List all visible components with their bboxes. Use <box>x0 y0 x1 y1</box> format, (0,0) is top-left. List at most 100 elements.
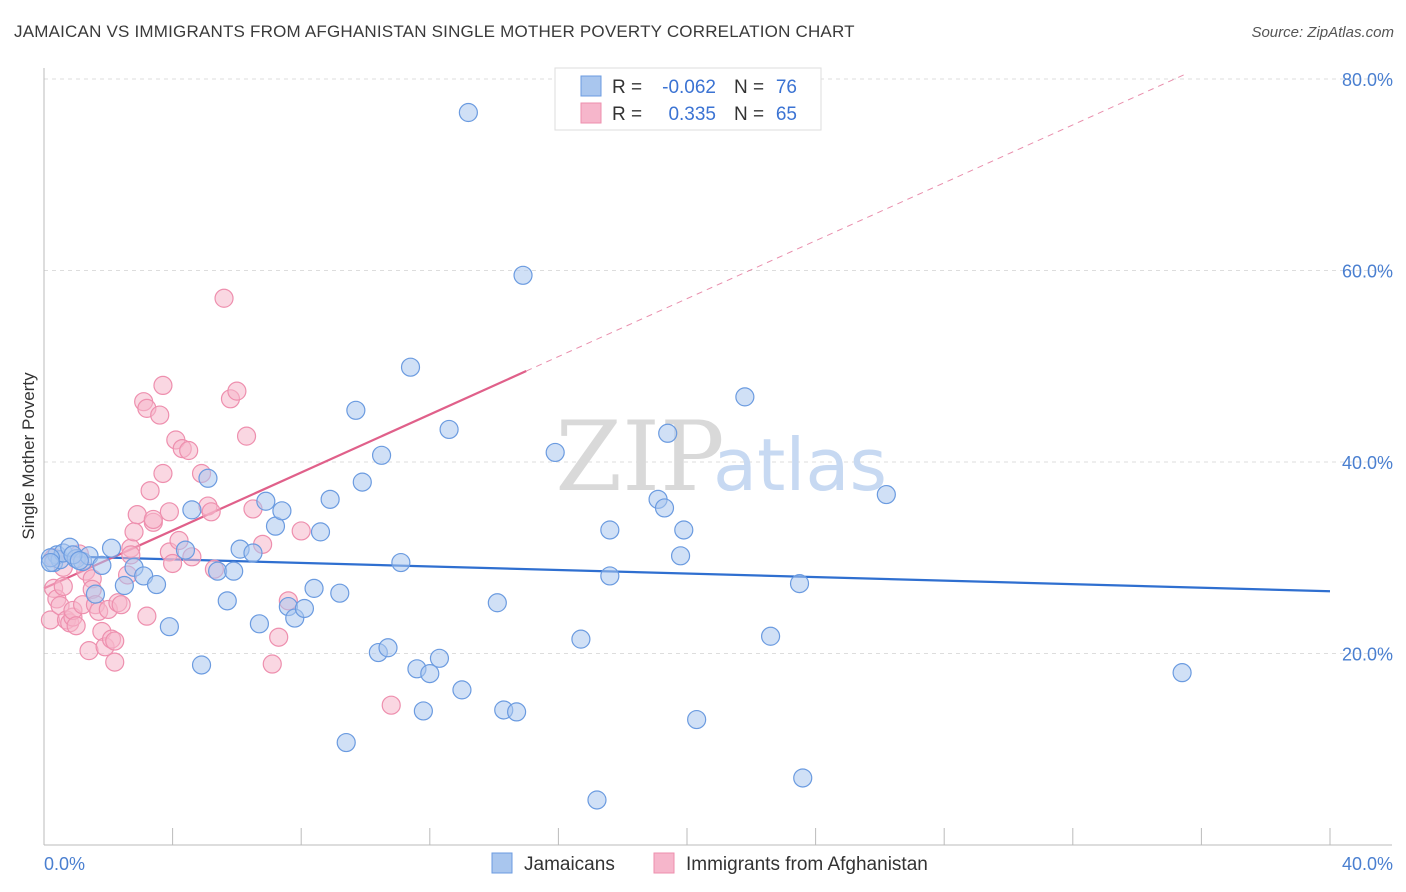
data-point-afghanistan <box>105 631 125 651</box>
data-point-jamaicans <box>658 423 678 443</box>
data-point-jamaicans <box>789 574 810 594</box>
data-point-jamaicans <box>513 265 533 285</box>
bottom-legend-swatch-jamaicans <box>491 852 513 874</box>
data-point-jamaicans <box>304 578 324 598</box>
bottom-legend: Jamaicans Immigrants from Afghanistan <box>491 852 928 875</box>
data-point-afghanistan <box>153 375 173 395</box>
data-point-jamaicans <box>330 583 350 603</box>
data-point-afghanistan <box>137 606 157 626</box>
data-point-jamaicans <box>159 617 179 637</box>
bottom-legend-jamaicans: Jamaicans <box>524 854 615 875</box>
data-point-afghanistan <box>105 652 125 672</box>
data-point-jamaicans <box>346 400 366 420</box>
series-afghanistan-points <box>40 288 401 715</box>
watermark: ZIP atlas <box>555 401 887 513</box>
data-point-afghanistan <box>150 405 170 425</box>
y-tick-labels: 20.0% 40.0% 60.0% 80.0% <box>1342 70 1393 665</box>
data-point-jamaicans <box>217 591 237 611</box>
data-point-jamaicans <box>256 491 276 511</box>
x-tick-label: 0.0% <box>44 854 85 874</box>
legend-swatch-blue <box>580 75 602 97</box>
watermark-zip: ZIP <box>555 401 724 513</box>
data-point-jamaicans <box>1172 663 1192 683</box>
legend-r-label-blue: R = <box>612 77 642 98</box>
data-point-jamaicans <box>40 552 61 573</box>
y-tick-label: 60.0% <box>1342 262 1393 282</box>
legend-n-value-pink: 65 <box>776 104 797 125</box>
legend-n-label-blue: N = <box>734 77 764 98</box>
data-point-afghanistan <box>291 521 311 541</box>
data-point-jamaicans <box>352 472 372 492</box>
bottom-legend-afghanistan: Immigrants from Afghanistan <box>686 854 928 875</box>
data-point-afghanistan <box>214 288 234 308</box>
data-point-jamaicans <box>69 551 89 571</box>
data-point-afghanistan <box>163 553 183 574</box>
watermark-atlas: atlas <box>713 423 887 507</box>
data-point-jamaicans <box>654 498 675 518</box>
data-point-jamaicans <box>198 468 218 488</box>
trend-lines <box>43 73 1331 593</box>
data-point-jamaicans <box>249 614 270 634</box>
data-point-jamaicans <box>182 500 202 520</box>
data-point-jamaicans <box>310 522 331 542</box>
data-point-jamaicans <box>735 387 755 407</box>
data-point-jamaicans <box>146 574 167 595</box>
data-point-afghanistan <box>111 595 131 615</box>
data-point-jamaicans <box>420 664 440 684</box>
data-point-jamaicans <box>336 732 356 753</box>
y-tick-label: 40.0% <box>1342 453 1393 473</box>
data-point-jamaicans <box>687 709 707 730</box>
data-point-afghanistan <box>269 627 289 647</box>
data-point-jamaicans <box>487 593 507 613</box>
data-point-jamaicans <box>114 575 134 596</box>
top-legend: R = -0.062 N = 76 R = 0.335 N = 65 <box>554 67 822 131</box>
source-credit: Source: ZipAtlas.com <box>1251 24 1394 41</box>
data-point-jamaicans <box>224 561 244 581</box>
data-point-jamaicans <box>294 598 315 619</box>
data-point-afghanistan <box>66 616 86 636</box>
data-point-jamaicans <box>458 102 478 123</box>
y-axis-label: Single Mother Poverty <box>19 372 38 540</box>
data-point-afghanistan <box>236 426 257 446</box>
trend-line <box>43 554 1331 593</box>
data-point-afghanistan <box>127 505 147 525</box>
data-point-jamaicans <box>760 626 781 646</box>
data-point-afghanistan <box>53 576 73 597</box>
data-point-jamaicans <box>320 489 340 509</box>
legend-r-value-blue: -0.062 <box>662 77 716 98</box>
data-point-jamaicans <box>571 629 591 649</box>
legend-swatch-pink <box>580 102 602 124</box>
data-point-jamaicans <box>191 655 212 675</box>
data-point-afghanistan <box>159 502 179 522</box>
data-point-jamaicans <box>600 566 620 586</box>
data-point-jamaicans <box>175 540 196 560</box>
data-point-jamaicans <box>92 555 112 576</box>
x-tick-labels: 0.0% 40.0% <box>44 854 1393 874</box>
data-point-jamaicans <box>439 419 459 440</box>
series-jamaicans-points <box>40 102 1192 810</box>
data-point-jamaicans <box>272 501 292 521</box>
data-point-afghanistan <box>143 509 163 530</box>
data-point-jamaicans <box>400 357 421 377</box>
data-point-jamaicans <box>587 790 607 810</box>
grid-lines <box>44 78 1392 654</box>
bottom-legend-swatch-afghanistan <box>653 852 675 874</box>
legend-r-label-pink: R = <box>612 104 642 125</box>
data-point-afghanistan <box>124 522 144 542</box>
data-point-jamaicans <box>371 445 392 465</box>
data-point-afghanistan <box>262 654 282 674</box>
data-point-afghanistan <box>140 481 160 501</box>
data-point-jamaicans <box>413 701 433 721</box>
data-point-jamaicans <box>793 768 813 788</box>
data-point-afghanistan <box>179 440 199 461</box>
y-tick-label: 80.0% <box>1342 70 1393 90</box>
data-point-jamaicans <box>391 552 411 573</box>
data-point-afghanistan <box>227 381 247 401</box>
data-point-jamaicans <box>545 442 565 463</box>
data-point-jamaicans <box>507 702 527 722</box>
data-point-afghanistan <box>153 463 173 484</box>
data-point-jamaicans <box>101 538 122 558</box>
legend-n-value-blue: 76 <box>776 77 797 98</box>
data-point-jamaicans <box>600 520 620 540</box>
